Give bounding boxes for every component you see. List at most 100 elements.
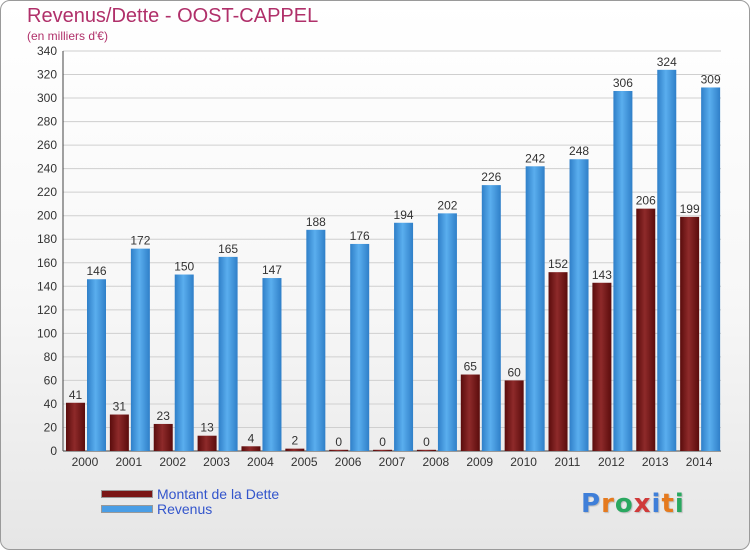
x-tick-label: 2002 [159, 455, 186, 469]
data-label-debt: 41 [69, 388, 83, 402]
bar-debt [373, 449, 393, 451]
bar-debt [66, 402, 85, 451]
bar-debt [285, 448, 305, 451]
legend-swatch-debt [101, 490, 153, 498]
x-tick-label: 2014 [686, 455, 713, 469]
bar-revenue [350, 243, 370, 451]
y-tick-label: 220 [37, 185, 57, 199]
bar-debt [241, 446, 261, 451]
data-label-revenue: 324 [657, 55, 677, 69]
x-tick-label: 2012 [598, 455, 625, 469]
data-label-debt: 143 [592, 268, 612, 282]
logo-letter: i [651, 489, 662, 519]
x-tick-label: 2006 [335, 455, 362, 469]
legend-label-revenue: Revenus [157, 501, 213, 517]
bar-debt [592, 282, 612, 451]
x-tick-label: 2009 [466, 455, 493, 469]
x-tick-label: 2001 [115, 455, 142, 469]
x-tick-label: 2011 [555, 455, 581, 469]
data-label-revenue: 248 [569, 144, 589, 158]
x-tick-label: 2010 [510, 455, 537, 469]
bar-revenue [613, 91, 633, 451]
logo-letter: x [633, 489, 652, 519]
y-tick-label: 260 [37, 138, 57, 152]
bar-revenue [657, 69, 677, 451]
bar-revenue [87, 279, 106, 451]
data-label-debt: 13 [200, 421, 214, 435]
data-label-revenue: 242 [525, 151, 545, 165]
bar-revenue [130, 248, 150, 451]
bar-debt [680, 216, 700, 451]
data-label-revenue: 146 [86, 264, 106, 278]
y-tick-label: 100 [37, 326, 57, 340]
y-tick-label: 60 [44, 373, 58, 387]
data-label-debt: 65 [464, 360, 478, 374]
y-tick-label: 300 [37, 91, 57, 105]
data-label-debt: 23 [157, 409, 171, 423]
x-tick-label: 2004 [247, 455, 274, 469]
data-label-debt: 152 [548, 257, 568, 271]
bar-revenue [481, 185, 501, 451]
bar-revenue [262, 278, 282, 451]
y-tick-label: 40 [44, 397, 58, 411]
y-tick-label: 320 [37, 68, 57, 82]
y-tick-label: 160 [37, 256, 57, 270]
y-tick-label: 200 [37, 209, 57, 223]
bar-revenue [394, 222, 414, 451]
proxiti-logo: Proxiti [581, 489, 685, 519]
bar-revenue [701, 87, 721, 452]
bar-revenue [174, 274, 194, 451]
y-tick-label: 80 [44, 350, 58, 364]
bar-revenue [437, 213, 457, 451]
x-tick-label: 2000 [72, 455, 99, 469]
data-label-debt: 4 [248, 431, 255, 445]
x-tick-label: 2008 [423, 455, 450, 469]
data-label-debt: 2 [291, 434, 298, 448]
y-tick-label: 280 [37, 115, 57, 129]
y-tick-label: 180 [37, 232, 57, 246]
data-label-debt: 199 [680, 202, 700, 216]
data-label-revenue: 176 [350, 229, 370, 243]
data-label-revenue: 226 [481, 170, 501, 184]
x-tick-label: 2005 [291, 455, 318, 469]
data-label-revenue: 147 [262, 263, 282, 277]
data-label-debt: 31 [113, 400, 127, 414]
bar-revenue [306, 229, 326, 451]
bar-debt [329, 449, 349, 451]
data-label-revenue: 188 [306, 215, 326, 229]
y-tick-label: 340 [37, 44, 57, 58]
data-label-revenue: 150 [174, 260, 194, 274]
y-tick-label: 20 [44, 420, 58, 434]
data-label-revenue: 306 [613, 76, 633, 90]
data-label-revenue: 172 [130, 234, 150, 248]
x-tick-label: 2013 [642, 455, 669, 469]
bar-debt [197, 435, 217, 451]
y-tick-label: 240 [37, 162, 57, 176]
logo-letter: i [674, 489, 685, 519]
logo-letter: P [581, 489, 602, 519]
y-tick-label: 140 [37, 279, 57, 293]
bar-debt [460, 374, 480, 451]
y-tick-label: 120 [37, 303, 57, 317]
bar-revenue [218, 256, 238, 451]
data-label-revenue: 165 [218, 242, 238, 256]
bar-debt [153, 423, 173, 451]
chart-subtitle: (en milliers d'€) [27, 29, 108, 43]
bar-debt [109, 414, 129, 451]
data-label-revenue: 202 [437, 198, 457, 212]
data-label-debt: 0 [423, 435, 430, 449]
bar-debt [504, 380, 524, 451]
legend-swatch-revenue [101, 505, 153, 513]
bar-revenue [569, 159, 589, 451]
y-tick-label: 0 [50, 444, 57, 458]
x-tick-label: 2007 [379, 455, 406, 469]
x-tick-label: 2003 [203, 455, 230, 469]
data-label-debt: 0 [335, 435, 342, 449]
bar-debt [636, 208, 656, 451]
data-label-debt: 206 [636, 194, 656, 208]
data-label-revenue: 309 [701, 72, 721, 86]
bar-debt [416, 449, 436, 451]
bar-debt [548, 272, 568, 451]
logo-letter: r [601, 489, 615, 519]
